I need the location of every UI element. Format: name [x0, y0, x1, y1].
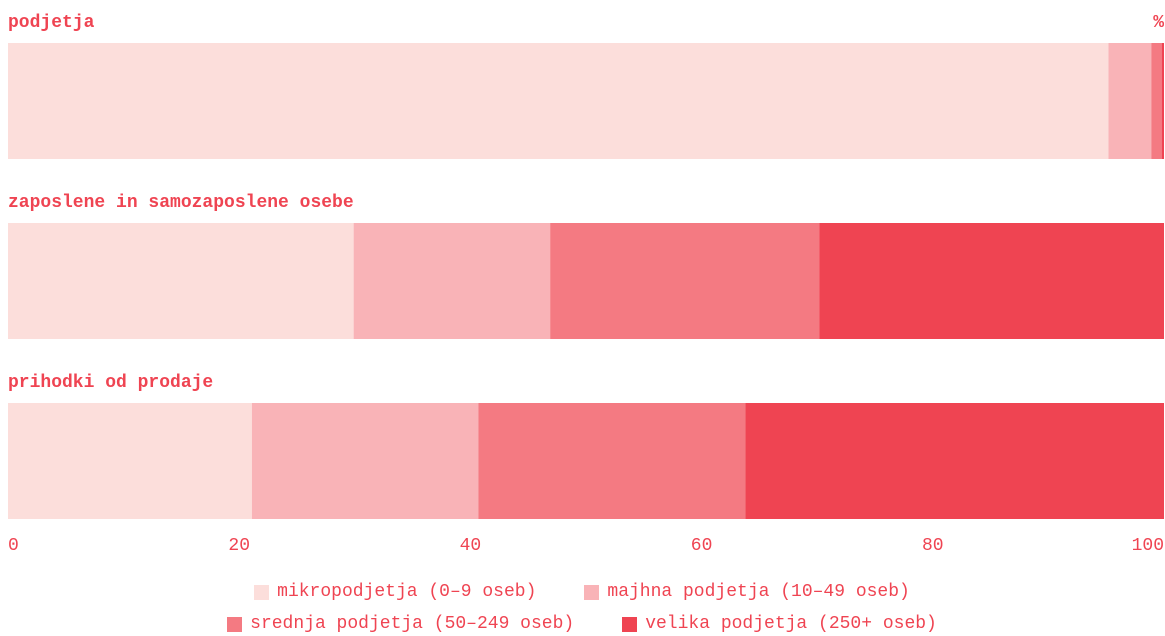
legend-label: majhna podjetja (10–49 oseb)	[607, 582, 910, 602]
legend-label: srednja podjetja (50–249 oseb)	[250, 614, 575, 634]
bar-segment	[478, 403, 746, 519]
legend-swatch	[584, 584, 600, 600]
legend-swatch	[227, 616, 243, 632]
x-tick-label: 40	[460, 536, 482, 556]
bar-segment	[8, 223, 354, 339]
category-label: zaposlene in samozaposlene osebe	[8, 193, 354, 213]
bar-segment	[1108, 43, 1152, 159]
bar-segment	[1151, 43, 1162, 159]
legend-label: mikropodjetja (0–9 oseb)	[277, 582, 537, 602]
bar-segment	[8, 403, 252, 519]
bar-segment	[8, 43, 1109, 159]
x-tick-label: 60	[691, 536, 713, 556]
bar-segment	[745, 403, 1164, 519]
x-tick-label: 100	[1132, 536, 1164, 556]
legend-swatch	[622, 616, 638, 632]
legend-label: velika podjetja (250+ oseb)	[645, 614, 937, 634]
bar-segment	[550, 223, 820, 339]
chart: % podjetja zaposlene in samozaposlene ose…	[8, 13, 1164, 556]
x-tick-label: 80	[922, 536, 944, 556]
x-tick-label: 0	[8, 536, 19, 556]
bar-segment	[353, 223, 551, 339]
legend: mikropodjetja (0–9 oseb) majhna podjetja …	[182, 580, 982, 636]
unit-label: %	[1153, 13, 1164, 33]
x-tick-label: 20	[228, 536, 250, 556]
legend-swatch	[254, 584, 270, 600]
legend-item: srednja podjetja (50–249 oseb)	[227, 612, 574, 636]
legend-item: mikropodjetja (0–9 oseb)	[254, 580, 536, 604]
bar-segment	[251, 403, 479, 519]
legend-item: majhna podjetja (10–49 oseb)	[584, 580, 910, 604]
category-label: podjetja	[8, 13, 95, 33]
bar-segment	[819, 223, 1164, 339]
category-label: prihodki od prodaje	[8, 373, 213, 393]
bar-segment	[1161, 43, 1164, 159]
legend-item: velika podjetja (250+ oseb)	[622, 612, 937, 636]
